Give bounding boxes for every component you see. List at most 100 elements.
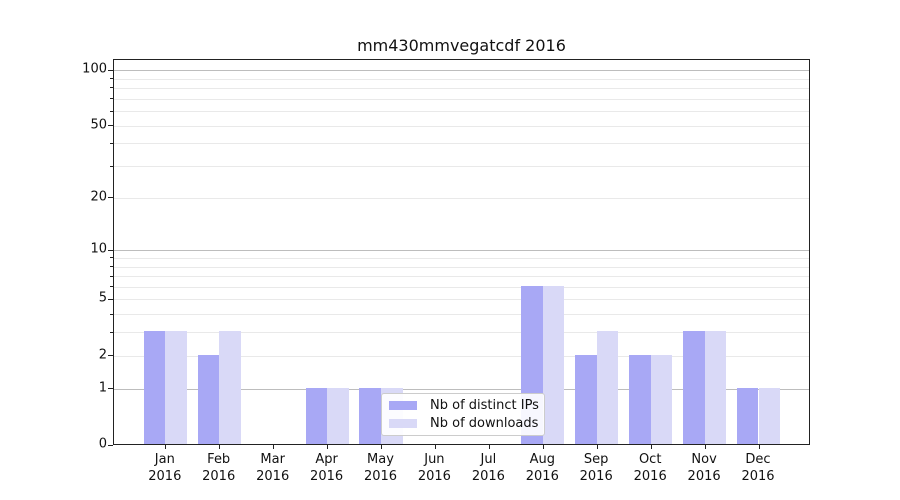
gridline-major [114,388,809,390]
x-label-year: 2016 [579,469,613,484]
bar-nb-of-distinct-ips-sep [575,354,597,444]
y-tick-label: 2 [98,347,107,363]
x-label-month: Sep [583,452,609,467]
x-label-month: Dec [745,452,771,467]
gridline-minor [114,355,809,357]
x-label-month: Apr [315,452,338,467]
x-tick-label-jul: Jul 2016 [456,451,520,485]
x-label-year: 2016 [202,469,236,484]
y-tick-label: 20 [90,189,107,205]
x-tick-label-nov: Nov 2016 [672,451,736,485]
x-label-month: Jun [424,452,445,467]
x-tick-label-jan: Jan 2016 [133,451,197,485]
x-label-year: 2016 [417,469,451,484]
y-tick-mark [108,69,113,71]
gridline-minor [114,87,809,89]
y-tick-label: 50 [90,117,107,132]
bar-nb-of-distinct-ips-apr [305,387,328,444]
x-tick-mark [488,444,490,449]
y-minor-tick-mark [110,98,113,100]
y-tick-mark [108,298,113,300]
bar-nb-of-downloads-feb [219,331,241,444]
y-minor-tick-mark [110,87,113,89]
x-label-year: 2016 [363,469,398,484]
legend-entry: Nb of distinct IPs [389,397,539,415]
y-tick-mark [108,444,113,446]
x-label-year: 2016 [741,469,775,484]
bar-nb-of-distinct-ips-oct [629,354,651,444]
gridline-minor [114,266,809,268]
gridline-major [114,70,809,71]
x-tick-mark [596,444,598,449]
x-label-month: Nov [691,452,717,467]
x-tick-label-mar: Mar 2016 [241,451,305,485]
x-label-year: 2016 [148,469,182,484]
gridline-minor [114,78,809,80]
bar-nb-of-distinct-ips-nov [683,331,705,444]
gridline-minor [114,197,809,199]
x-label-month: Mar [260,452,285,467]
legend-label: Nb of distinct IPs [430,398,539,414]
y-minor-tick-mark [110,313,113,315]
gridline-minor [114,286,809,288]
x-tick-mark [650,444,652,449]
legend-entry: Nb of downloads [389,415,539,433]
x-tick-mark [542,444,544,449]
gridline-minor [114,98,809,100]
y-tick-label: 1 [98,380,107,396]
x-tick-mark [219,444,221,449]
y-tick-mark [108,355,113,357]
y-tick-mark [108,249,113,251]
x-tick-mark [381,444,382,449]
x-label-month: Jul [480,452,497,467]
x-tick-label-feb: Feb 2016 [187,451,251,485]
y-minor-tick-mark [110,266,113,267]
bar-nb-of-downloads-apr [327,387,349,444]
y-minor-tick-mark [110,257,113,259]
x-label-year: 2016 [687,469,721,484]
x-tick-label-sep: Sep 2016 [564,451,628,485]
gridline-minor [114,299,809,301]
x-label-month: Feb [207,452,231,467]
x-label-year: 2016 [525,469,559,484]
bar-nb-of-downloads-jan [165,331,187,444]
x-tick-mark [758,444,760,449]
x-tick-mark [434,444,436,449]
x-label-month: Aug [529,452,555,467]
bar-nb-of-distinct-ips-jan [143,331,166,444]
y-minor-tick-mark [110,142,113,144]
y-minor-tick-mark [110,78,113,79]
legend-label: Nb of downloads [430,415,539,431]
y-tick-label: 5 [98,290,107,306]
x-tick-label-aug: Aug 2016 [510,451,574,485]
y-tick-mark [108,388,113,390]
y-minor-tick-mark [110,110,113,112]
bar-nb-of-downloads-aug [542,285,565,444]
x-label-year: 2016 [633,469,667,484]
legend-swatch-icon [389,418,417,428]
chart-title: mm430mmvegatcdf 2016 [357,36,566,55]
x-tick-mark [273,444,275,449]
x-tick-label-may: May 2016 [349,451,413,485]
y-tick-label: 0 [98,436,107,452]
bar-nb-of-downloads-nov [704,331,727,444]
y-minor-tick-mark [110,275,113,277]
x-label-year: 2016 [310,469,344,484]
bar-nb-of-distinct-ips-feb [197,354,220,444]
x-label-year: 2016 [256,469,290,484]
legend: Nb of distinct IPs Nb of downloads [381,393,545,436]
bar-nb-of-downloads-sep [596,331,619,444]
gridline-minor [114,125,809,127]
y-minor-tick-mark [110,331,113,333]
bar-nb-of-downloads-oct [650,354,673,444]
gridline-minor [114,166,809,167]
y-minor-tick-mark [110,165,113,167]
x-tick-label-apr: Apr 2016 [295,451,359,485]
gridline-minor [114,314,809,316]
x-tick-label-jun: Jun 2016 [402,451,466,485]
gridline-minor [114,257,809,259]
gridline-minor [114,276,809,277]
x-label-month: Jan [154,452,175,467]
gridline-major [114,250,809,252]
